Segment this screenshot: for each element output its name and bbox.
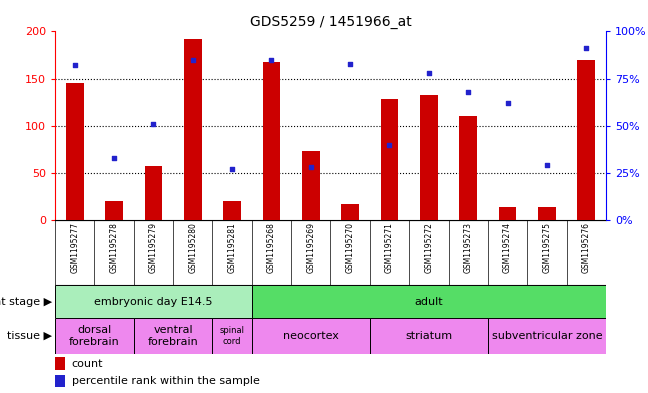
Point xyxy=(69,62,80,68)
Text: GSM1195274: GSM1195274 xyxy=(503,222,512,273)
Bar xyxy=(302,151,319,220)
Text: GSM1195280: GSM1195280 xyxy=(189,222,197,273)
Bar xyxy=(262,62,281,220)
Bar xyxy=(380,99,399,220)
Text: GSM1195273: GSM1195273 xyxy=(464,222,472,273)
Text: ventral
forebrain: ventral forebrain xyxy=(148,325,198,347)
Bar xyxy=(133,318,213,354)
Point xyxy=(384,141,395,148)
Text: neocortex: neocortex xyxy=(283,331,339,341)
Bar xyxy=(538,207,556,220)
Text: striatum: striatum xyxy=(405,331,452,341)
Text: percentile rank within the sample: percentile rank within the sample xyxy=(71,376,259,386)
Title: GDS5259 / 1451966_at: GDS5259 / 1451966_at xyxy=(249,15,411,29)
Bar xyxy=(66,83,84,220)
Point xyxy=(227,166,237,172)
Bar xyxy=(213,318,252,354)
Bar xyxy=(488,318,606,354)
Text: GSM1195269: GSM1195269 xyxy=(307,222,316,273)
Text: subventricular zone: subventricular zone xyxy=(492,331,602,341)
Text: GSM1195278: GSM1195278 xyxy=(110,222,119,273)
Text: GSM1195270: GSM1195270 xyxy=(345,222,354,273)
Text: embryonic day E14.5: embryonic day E14.5 xyxy=(94,297,213,307)
Bar xyxy=(499,207,516,220)
Bar xyxy=(459,116,477,220)
Point xyxy=(424,70,434,76)
Bar xyxy=(184,39,202,220)
Bar xyxy=(341,204,359,220)
Bar xyxy=(577,60,595,220)
Point xyxy=(266,57,277,63)
Text: GSM1195272: GSM1195272 xyxy=(424,222,434,273)
Text: tissue ▶: tissue ▶ xyxy=(7,331,52,341)
Bar xyxy=(252,318,370,354)
Bar xyxy=(55,285,252,318)
Text: adult: adult xyxy=(415,297,443,307)
Point xyxy=(187,57,198,63)
Point xyxy=(109,155,119,161)
Bar xyxy=(224,201,241,220)
Point xyxy=(148,121,159,127)
Text: GSM1195276: GSM1195276 xyxy=(582,222,591,273)
Text: dorsal
forebrain: dorsal forebrain xyxy=(69,325,120,347)
Text: GSM1195271: GSM1195271 xyxy=(385,222,394,273)
Text: GSM1195279: GSM1195279 xyxy=(149,222,158,273)
Bar xyxy=(252,285,606,318)
Bar xyxy=(55,357,65,369)
Text: GSM1195281: GSM1195281 xyxy=(227,222,237,273)
Bar xyxy=(145,166,162,220)
Point xyxy=(542,162,552,169)
Point xyxy=(463,89,473,95)
Bar xyxy=(105,201,123,220)
Text: count: count xyxy=(71,358,103,369)
Text: spinal
cord: spinal cord xyxy=(220,326,245,346)
Text: GSM1195275: GSM1195275 xyxy=(542,222,551,273)
Bar xyxy=(420,95,437,220)
Bar xyxy=(55,318,133,354)
Text: GSM1195277: GSM1195277 xyxy=(70,222,79,273)
Text: GSM1195268: GSM1195268 xyxy=(267,222,276,273)
Point xyxy=(345,61,355,67)
Point xyxy=(306,164,316,171)
Point xyxy=(581,45,592,51)
Text: development stage ▶: development stage ▶ xyxy=(0,297,52,307)
Bar xyxy=(55,375,65,387)
Point xyxy=(502,100,513,106)
Bar xyxy=(370,318,488,354)
